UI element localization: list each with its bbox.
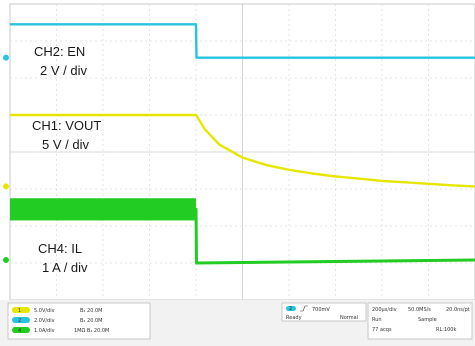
trigger-level: 700mV xyxy=(312,307,330,313)
waveform-traces xyxy=(10,23,475,265)
trigger-panel xyxy=(281,302,367,322)
trigger-source-badge xyxy=(286,306,296,311)
ch2-readout-badge xyxy=(12,317,30,323)
ch4-readout-badge xyxy=(12,327,30,333)
channel-readout-panel xyxy=(7,302,151,340)
run-state-readout: Run xyxy=(372,317,382,323)
trace-1 xyxy=(10,113,475,188)
trigger-state: Ready xyxy=(286,315,302,321)
ch1-readout-number: 1 xyxy=(18,308,21,314)
resolution-readout: 20.0ns/pt xyxy=(446,307,470,313)
ch4-label: CH4: IL xyxy=(38,241,82,256)
ch1-ground-marker xyxy=(3,183,9,190)
ch1-scale-label: 5 V / div xyxy=(42,137,89,152)
ch4-ground-marker xyxy=(3,257,9,264)
sample-rate-readout: 50.0MS/s xyxy=(408,307,431,313)
timebase-readout: 200µs/div xyxy=(372,307,397,313)
trigger-mode: Normal xyxy=(340,315,358,321)
trigger-edge-icon xyxy=(300,305,308,312)
acquisition-panel xyxy=(367,302,473,340)
trace-2 xyxy=(10,23,475,59)
ch4-readout-bandwidth: 1MΩ B₄ 20.0M xyxy=(74,328,109,334)
channel-markers xyxy=(3,54,9,264)
ch1-readout-value: 5.0V/div xyxy=(34,308,55,314)
ch2-readout-number: 2 xyxy=(18,318,21,324)
ch2-scale-label: 2 V / div xyxy=(40,63,87,78)
ch4-readout-value: 1.0A/div xyxy=(34,328,55,334)
ch2-ground-marker xyxy=(3,54,9,61)
trigger-source: 2 xyxy=(289,306,292,312)
ch2-readout-value: 2.0V/div xyxy=(34,318,55,324)
record-length-readout: RL:100k xyxy=(436,327,456,333)
status-bar: 1 5.0V/div B₄ 20.0M 2 2.0V/div B₄ 20.0M … xyxy=(0,300,475,346)
acquisition-mode-readout: Sample xyxy=(418,317,437,323)
ch4-readout-number: 4 xyxy=(18,328,21,334)
ch2-label: CH2: EN xyxy=(34,44,85,59)
ch1-readout-badge xyxy=(12,307,30,313)
acquisition-count-readout: 77 acqs xyxy=(372,327,392,333)
ch1-readout-bandwidth: B₄ 20.0M xyxy=(80,308,102,314)
ch4-ripple-band xyxy=(10,198,196,221)
ch2-readout-bandwidth: B₄ 20.0M xyxy=(80,318,102,324)
ch4-scale-label: 1 A / div xyxy=(42,260,88,275)
ch1-label: CH1: VOUT xyxy=(32,118,101,133)
